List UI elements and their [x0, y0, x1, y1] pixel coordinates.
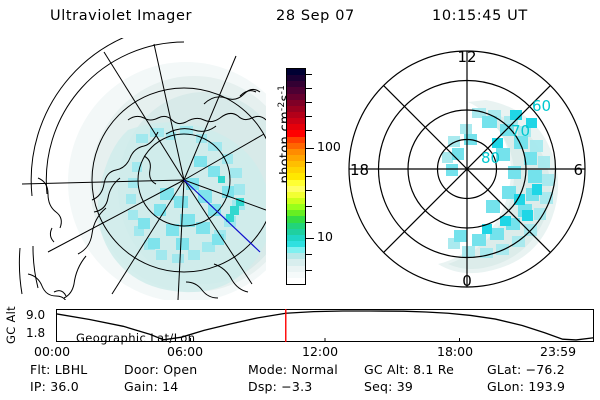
colorbar-tick [306, 254, 312, 255]
colorbar-tick [306, 102, 312, 103]
mlt-label-18: 18 [350, 161, 369, 179]
geographic-plot-canvas [18, 38, 266, 300]
colorbar-tick [306, 162, 312, 163]
colorbar-tick [306, 88, 312, 89]
mlt-spokes [349, 51, 585, 287]
mlt-label-12: 12 [457, 48, 476, 66]
status-mode: Mode: Normal [248, 362, 338, 377]
orbit-track-line [183, 179, 261, 253]
strip-chart-ytick-high: 9.0 [26, 308, 46, 322]
strip-xtick-1800: 18:00 [437, 344, 474, 359]
status-flt: Flt: LBHL [30, 362, 88, 377]
colorbar-tick [306, 206, 312, 207]
aurora-oval-layer [438, 100, 559, 274]
colorbar-tick [306, 270, 312, 271]
colorbar-tick [306, 130, 312, 131]
aurora-emission-layer [68, 62, 266, 300]
strip-chart-xticks [190, 338, 460, 342]
mlat-plot-canvas: 12 6 0 18 60 70 80 [348, 48, 586, 290]
mlt-label-6: 6 [573, 161, 583, 179]
status-door: Door: Open [124, 362, 198, 377]
altitude-strip-chart[interactable]: GC Alt 9.0 1.8 00:00 06:00 12:00 18:00 2… [0, 300, 600, 359]
colorbar-tick [306, 222, 312, 223]
strip-chart-canvas [56, 309, 594, 342]
status-glat: GLat: −76.2 [487, 362, 565, 377]
status-gain: Gain: 14 [124, 379, 179, 394]
mlt-label-0: 0 [462, 272, 472, 290]
status-glon: GLon: 193.9 [487, 379, 566, 394]
strip-xtick-2359: 23:59 [540, 344, 577, 359]
colorbar-tick [306, 176, 312, 177]
status-ip: IP: 36.0 [30, 379, 79, 394]
altitude-trace [56, 310, 594, 341]
meridian-graticule [21, 43, 266, 300]
colorbar-tick [306, 116, 312, 117]
observation-time: 10:15:45 UT [432, 8, 528, 24]
mlat-label-70: 70 [511, 122, 530, 140]
status-gcalt: GC Alt: 8.1 Re [364, 362, 454, 377]
colorbar-tick [306, 74, 312, 75]
latitude-graticule [18, 38, 266, 295]
colorbar-tick-major-100 [306, 148, 314, 150]
colorbar-label-10: 10 [317, 229, 333, 244]
header-bar: Ultraviolet Imager 28 Sep 07 10:15:45 UT [0, 6, 600, 32]
strip-xtick-0000: 00:00 [34, 344, 71, 359]
colorbar-tick-major-10 [306, 238, 314, 240]
colorbar-gradient [286, 68, 306, 285]
strip-chart-ylabel: GC Alt [4, 306, 18, 344]
strip-chart-ytick-low: 1.8 [26, 326, 46, 340]
coastline-overlay [27, 88, 266, 300]
colorbar-legend: photon cm-2s-1 100 10 [266, 60, 341, 300]
strip-xtick-1200: 12:00 [302, 344, 339, 359]
observation-date: 28 Sep 07 [276, 8, 355, 24]
status-footer: Flt: LBHL Door: Open Mode: Normal GC Alt… [0, 362, 600, 400]
geographic-polar-plot[interactable]: Geographic Lat/Lon [8, 38, 266, 345]
colorbar-label-100: 100 [317, 139, 341, 154]
mlat-mlt-polar-plot[interactable]: 12 6 0 18 60 70 80 Apex MLat/MLT [336, 38, 598, 300]
instrument-title: Ultraviolet Imager [50, 8, 193, 24]
strip-chart-frame [56, 309, 594, 342]
status-seq: Seq: 39 [364, 379, 414, 394]
status-dsp: Dsp: −3.3 [248, 379, 313, 394]
strip-xtick-0600: 06:00 [167, 344, 204, 359]
mlat-label-80: 80 [481, 149, 500, 167]
mlat-label-60: 60 [532, 97, 551, 115]
colorbar-tick [306, 190, 312, 191]
